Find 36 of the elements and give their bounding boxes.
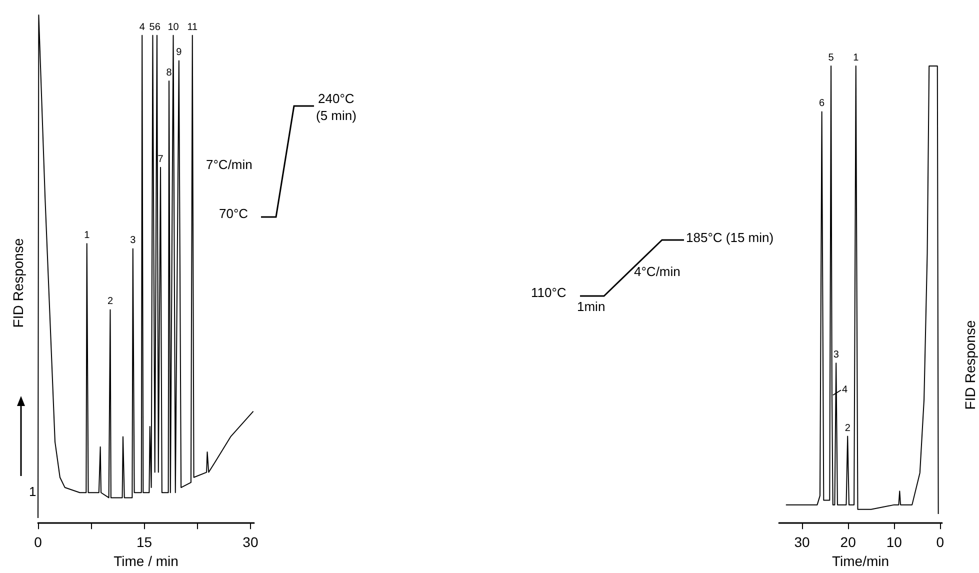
x-tick-label: 0 <box>34 534 42 550</box>
x-tick-label: 0 <box>936 534 944 550</box>
annotation: 2 <box>844 422 851 434</box>
annotation: 3 <box>130 235 136 246</box>
annotation: 3 <box>833 350 840 361</box>
text: 1 <box>29 484 36 499</box>
annotation: 2 <box>107 296 114 308</box>
annotation: 1 <box>853 52 860 64</box>
annotation: 4 <box>139 22 146 33</box>
annotation: 7 <box>158 154 164 165</box>
annotation: 7°C/min <box>206 157 252 172</box>
y-axis-title: FID Response <box>962 320 978 410</box>
x-axis-title: Time/min <box>832 553 890 569</box>
annotation: 10 <box>168 22 180 33</box>
y-axis-title: FID Response <box>10 238 26 328</box>
x-tick-label: 15 <box>136 534 152 550</box>
text: (5 min) <box>316 108 356 123</box>
text: 240°C <box>318 91 354 106</box>
annotation: 6 <box>819 98 826 110</box>
x-tick-label: 10 <box>886 534 902 550</box>
text: 110°C <box>531 285 566 300</box>
text: 4°C/min <box>634 264 680 279</box>
annotation: 1 <box>84 230 90 242</box>
annotation: 4 <box>842 384 848 396</box>
x-tick-label: 30 <box>794 534 810 550</box>
annotation: 8 <box>166 68 172 79</box>
annotation: 70°C <box>219 206 248 221</box>
text: 185°C (15 min) <box>686 230 774 245</box>
annotation: 56 <box>149 22 161 33</box>
x-axis-title: Time / min <box>114 553 178 569</box>
x-tick-label: 30 <box>242 534 258 550</box>
text: 1min <box>577 299 606 314</box>
annotation: 11 <box>187 22 198 33</box>
annotation: 5 <box>828 52 834 64</box>
x-tick-label: 20 <box>840 534 856 550</box>
annotation: 9 <box>176 47 182 58</box>
